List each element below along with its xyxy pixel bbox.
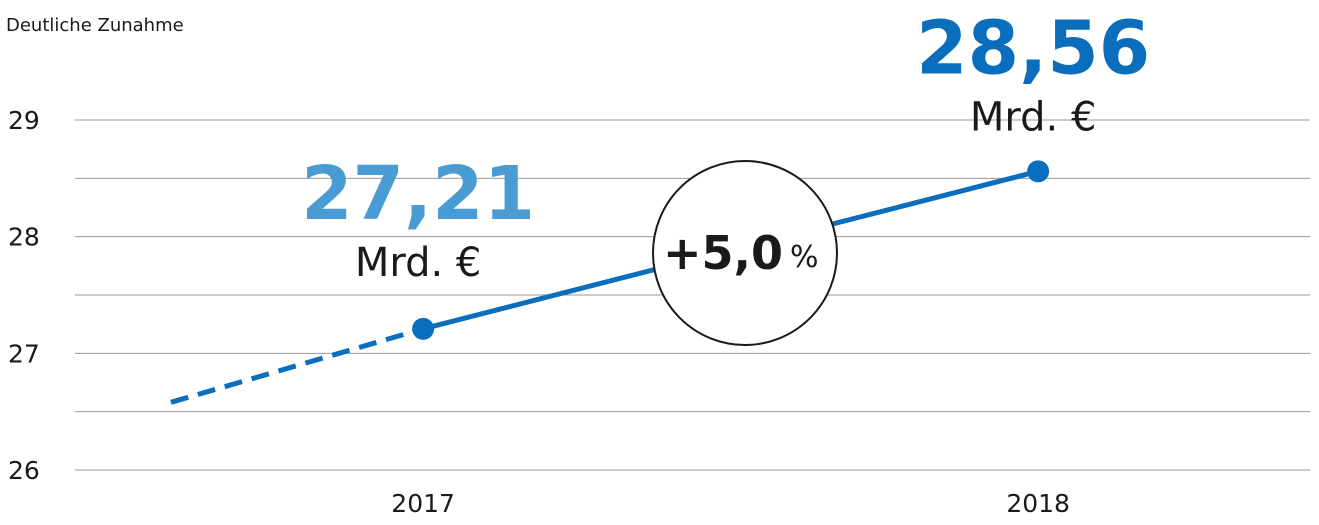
y-tick-label: 27 — [8, 339, 40, 368]
x-tick-label: 2018 — [1006, 489, 1070, 518]
point — [412, 317, 435, 340]
unit-label: Mrd. € — [970, 94, 1097, 140]
dashed-segment — [170, 326, 424, 405]
value-label: 28,56 — [916, 5, 1150, 91]
chart-title: Deutliche Zunahme — [6, 15, 184, 36]
y-tick-label: 28 — [8, 223, 40, 252]
x-tick-label: 2017 — [391, 489, 455, 518]
unit-label: Mrd. € — [355, 240, 482, 286]
annotation-unit: % — [790, 240, 819, 275]
value-label: 27,21 — [301, 151, 535, 237]
y-tick-label: 26 — [8, 456, 40, 485]
point — [1027, 160, 1050, 183]
annotation-circle — [652, 160, 838, 346]
y-tick-label: 29 — [8, 106, 40, 135]
annotation-value: +5,0 — [663, 226, 783, 280]
